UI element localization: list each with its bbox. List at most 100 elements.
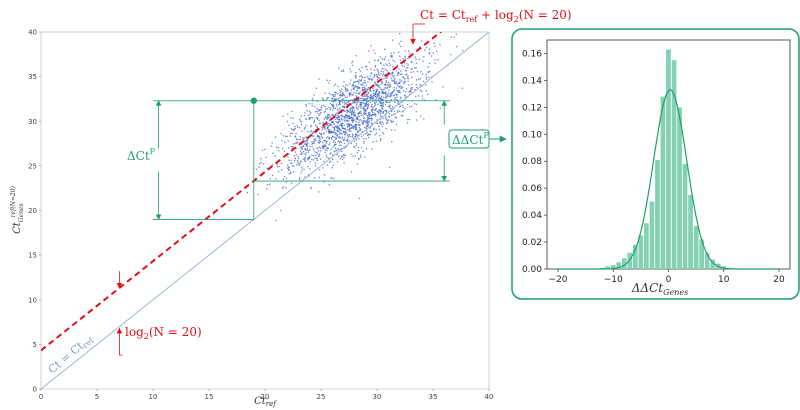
scatter-point <box>298 118 301 120</box>
scatter-point <box>352 112 355 114</box>
scatter-point <box>300 153 302 156</box>
scatter-point <box>257 193 260 196</box>
scatter-point <box>301 169 303 172</box>
scatter-point <box>316 134 319 136</box>
scatter-point <box>314 162 317 164</box>
scatter-point <box>389 92 391 95</box>
scatter-point <box>379 120 382 123</box>
scatter-point <box>375 96 378 98</box>
scatter-point <box>295 141 297 144</box>
scatter-point <box>407 75 409 77</box>
scatter-point <box>332 120 334 123</box>
scatter-point <box>324 92 326 95</box>
scatter-point <box>407 64 409 66</box>
scatter-point <box>412 71 415 73</box>
scatter-point <box>357 124 360 126</box>
scatter-point <box>377 71 380 73</box>
scatter-point <box>372 96 374 98</box>
scatter-point <box>411 76 413 79</box>
scatter-point <box>323 111 326 113</box>
scatter-point <box>395 93 397 95</box>
histogram-bar <box>660 96 666 269</box>
scatter-point <box>346 101 348 104</box>
scatter-point <box>357 146 360 149</box>
scatter-point <box>311 105 313 107</box>
scatter-point <box>343 120 346 122</box>
scatter-point <box>398 110 401 112</box>
scatter-point <box>381 67 383 69</box>
scatter-point <box>398 33 401 35</box>
reference-lines <box>41 32 489 389</box>
scatter-point <box>394 97 396 99</box>
x-axis-label: Ctref <box>254 396 277 408</box>
scatter-point <box>330 93 332 96</box>
scatter-point <box>363 140 365 143</box>
histogram-bar <box>633 244 638 269</box>
scatter-point <box>384 83 386 85</box>
scatter-point <box>337 140 340 142</box>
scatter-point <box>349 108 351 111</box>
scatter-point <box>394 116 397 119</box>
scatter-point <box>352 102 354 104</box>
scatter-point <box>394 98 396 101</box>
scatter-point <box>337 92 339 95</box>
scatter-point <box>328 114 330 116</box>
scatter-point <box>336 129 339 132</box>
scatter-point <box>352 133 354 135</box>
scatter-point <box>341 93 344 95</box>
scatter-point <box>407 58 409 60</box>
scatter-point <box>318 191 320 193</box>
scatter-point <box>296 159 299 162</box>
scatter-point <box>328 129 331 131</box>
scatter-point <box>316 126 318 129</box>
scatter-point <box>355 71 357 74</box>
scatter-point <box>375 132 378 135</box>
scatter-point <box>374 59 376 61</box>
scatter-point <box>375 140 378 143</box>
scatter-point <box>385 128 387 130</box>
scatter-point <box>388 166 391 168</box>
scatter-point <box>298 177 301 179</box>
scatter-point <box>370 119 373 122</box>
scatter-point <box>333 126 336 129</box>
scatter-point <box>391 55 393 57</box>
scatter-point <box>368 113 370 115</box>
scatter-point <box>363 112 365 115</box>
scatter-point <box>373 94 376 96</box>
scatter-point <box>373 69 376 72</box>
scatter-point <box>389 73 392 76</box>
scatter-point <box>396 83 399 85</box>
scatter-point <box>329 102 332 105</box>
scatter-point <box>405 74 407 76</box>
scatter-point <box>353 109 356 112</box>
scatter-point <box>389 95 392 98</box>
scatter-point <box>385 81 387 83</box>
scatter-point <box>342 85 345 87</box>
scatter-point <box>292 171 295 173</box>
scatter-point <box>396 93 398 95</box>
scatter-point <box>336 118 339 120</box>
x-axis-ticks: 0 5 10 15 20 25 30 35 40 <box>39 389 493 401</box>
scatter-point <box>366 122 369 124</box>
scatter-annotations <box>116 23 450 356</box>
scatter-point <box>304 158 306 160</box>
scatter-point <box>350 170 353 173</box>
scatter-point <box>385 118 388 121</box>
histogram-x-tick-label: −10 <box>604 275 623 285</box>
scatter-point <box>363 86 366 88</box>
scatter-point <box>391 140 393 143</box>
scatter-point <box>351 119 353 121</box>
scatter-point <box>322 144 325 147</box>
x-tick-label: 30 <box>373 393 382 401</box>
scatter-point <box>390 77 393 80</box>
scatter-point <box>298 138 300 141</box>
scatter-point <box>260 157 262 160</box>
scatter-point <box>366 89 368 92</box>
scatter-point <box>388 101 391 104</box>
scatter-point <box>281 169 283 171</box>
histogram-bar <box>682 163 688 269</box>
scatter-point <box>315 87 318 90</box>
scatter-point <box>355 74 357 77</box>
scatter-point <box>393 82 396 84</box>
scatter-point <box>308 116 311 119</box>
